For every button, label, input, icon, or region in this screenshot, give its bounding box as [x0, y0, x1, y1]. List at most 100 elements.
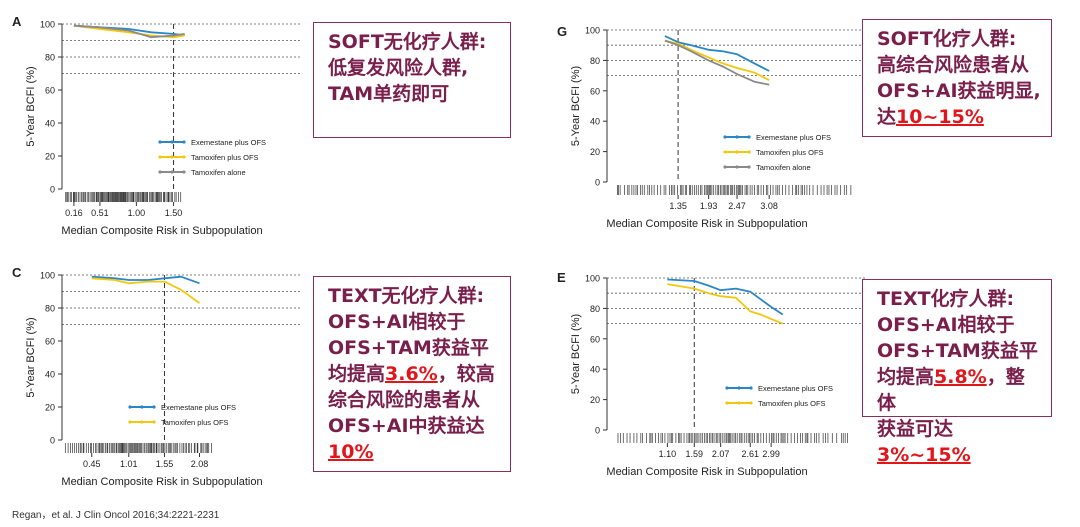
legend-marker — [182, 140, 186, 144]
callout-text: TEXT无化疗人群: — [328, 285, 485, 307]
legend-label: Tamoxifen plus OFS — [758, 399, 826, 408]
y-tick-label: 100 — [40, 271, 55, 281]
callout-text: OFS+AI相较于 — [877, 314, 1015, 336]
x-tick-label: 1.59 — [686, 449, 704, 459]
legend-marker — [735, 165, 739, 169]
callout-text: ，较高 — [437, 363, 495, 385]
chart-panel-c: C 0 20 40 60 80 100 5-Year BCFI (%) 0.45 1.01 1.55… — [12, 265, 300, 488]
callout-text: OFS+TAM获益平 — [877, 340, 1038, 362]
x-tick-label: 0.45 — [83, 459, 101, 469]
y-tick-label: 100 — [585, 26, 600, 36]
legend-marker — [747, 165, 751, 169]
callout-text: 低复发风险人群, — [328, 57, 469, 79]
callout-soft-chemo: SOFT化疗人群: 高综合风险患者从 OFS+AI获益明显, 达10~15% — [862, 19, 1052, 137]
y-tick-label: 20 — [45, 403, 55, 413]
y-tick-label: 60 — [590, 86, 600, 96]
panel-letter: E — [557, 270, 566, 285]
callout-text: TEXT化疗人群: — [877, 288, 1015, 310]
y-axis-label: 5-Year BCFI (%) — [570, 66, 582, 146]
x-tick-label: 0.51 — [91, 208, 109, 218]
y-tick-label: 40 — [45, 370, 55, 380]
x-axis-label: Median Composite Risk in Subpopulation — [606, 218, 807, 230]
legend-marker — [182, 170, 186, 174]
y-tick-label: 100 — [585, 274, 600, 284]
callout-text: TAM单药即可 — [328, 83, 450, 105]
chart-panel-a: A 0 20 40 60 80 100 5-Year BCFI (%) 0.16 0.51 1.00… — [12, 14, 300, 237]
x-tick-label: 1.35 — [669, 201, 687, 211]
y-tick-label: 0 — [595, 178, 600, 188]
y-tick-label: 20 — [45, 152, 55, 162]
x-tick-label: 1.50 — [165, 208, 183, 218]
y-tick-label: 0 — [50, 185, 55, 195]
legend-marker — [170, 155, 174, 159]
callout-text: 均提高 — [328, 363, 386, 385]
y-axis-label: 5-Year BCFI (%) — [25, 66, 37, 146]
callout-text-chemo: TEXT化疗人群: OFS+AI相较于 OFS+TAM获益平 均提高5.8%，整体 获益… — [862, 279, 1052, 466]
x-tick-label: 1.00 — [128, 208, 146, 218]
legend-label: Exemestane plus OFS — [756, 133, 831, 142]
x-tick-label: 0.16 — [65, 208, 83, 218]
series-line-tamoxifen-plus-ofs — [667, 283, 784, 325]
x-tick-label: 2.99 — [762, 449, 780, 459]
chart-panel-g: G 0 20 40 60 80 100 5-Year BCFI (%) 1.35 1.93 2.47… — [557, 24, 865, 230]
x-tick-label: 1.55 — [156, 459, 174, 469]
series-line-tamoxifen-plus-ofs — [664, 39, 770, 82]
legend-marker — [723, 150, 727, 154]
legend-marker — [158, 155, 162, 159]
legend-label: Exemestane plus OFS — [191, 138, 266, 147]
callout-text-no-chemo: TEXT无化疗人群: OFS+AI相较于 OFS+TAM获益平 均提高3.6%，较高综… — [313, 276, 511, 472]
legend-marker — [140, 405, 144, 409]
y-axis-label: 5-Year BCFI (%) — [570, 314, 582, 394]
x-axis-label: Median Composite Risk in Subpopulation — [606, 466, 807, 478]
y-tick-label: 40 — [590, 117, 600, 127]
legend-marker — [158, 170, 162, 174]
y-tick-label: 80 — [590, 304, 600, 314]
callout-highlight: 3.6% — [385, 363, 438, 385]
series-line-tamoxifen-plus-ofs — [91, 277, 201, 304]
x-tick-label: 3.08 — [760, 201, 778, 211]
legend-marker — [749, 401, 753, 405]
callout-text: 获益可达 — [877, 418, 954, 440]
callout-text: OFS+AI中获益达 — [328, 415, 485, 437]
callout-highlight: 10% — [328, 441, 374, 463]
panel-letter: C — [12, 265, 22, 280]
y-tick-label: 80 — [45, 304, 55, 314]
panel-letter: A — [12, 14, 22, 29]
series-line-tamoxifen-alone — [664, 39, 770, 86]
legend-label: Tamoxifen plus OFS — [191, 153, 259, 162]
y-tick-label: 0 — [50, 436, 55, 446]
y-axis-label: 5-Year BCFI (%) — [25, 317, 37, 397]
legend-marker — [158, 140, 162, 144]
series-line-exemestane-plus-ofs — [667, 278, 784, 316]
y-tick-label: 80 — [45, 53, 55, 63]
x-tick-label: 2.47 — [728, 201, 746, 211]
callout-text: 均提高 — [877, 366, 935, 388]
legend-marker — [735, 135, 739, 139]
y-tick-label: 80 — [590, 56, 600, 66]
legend-marker — [170, 170, 174, 174]
callout-highlight: 10~15% — [896, 106, 984, 128]
y-tick-label: 40 — [45, 119, 55, 129]
legend-marker — [140, 420, 144, 424]
callout-highlight: 3%~15% — [877, 444, 971, 466]
legend-marker — [725, 386, 729, 390]
callout-text: OFS+AI相较于 — [328, 311, 466, 333]
legend-label: Tamoxifen alone — [756, 163, 811, 172]
x-axis-label: Median Composite Risk in Subpopulation — [61, 476, 262, 488]
y-tick-label: 60 — [45, 86, 55, 96]
citation: Regan，et al. J Clin Oncol 2016;34:2221-2… — [12, 510, 220, 521]
legend-label: Exemestane plus OFS — [758, 384, 833, 393]
callout-highlight: 5.8% — [934, 366, 987, 388]
legend-marker — [723, 135, 727, 139]
legend-marker — [735, 150, 739, 154]
callout-text: OFS+AI获益明显, — [877, 80, 1041, 102]
legend-marker — [749, 386, 753, 390]
series-line-exemestane-plus-ofs — [664, 35, 770, 72]
legend-marker — [152, 405, 156, 409]
x-tick-label: 1.01 — [120, 459, 138, 469]
y-tick-label: 40 — [590, 365, 600, 375]
legend-label: Exemestane plus OFS — [161, 403, 236, 412]
legend-marker — [723, 165, 727, 169]
legend-marker — [737, 386, 741, 390]
callout-text: SOFT化疗人群: — [877, 28, 1017, 50]
